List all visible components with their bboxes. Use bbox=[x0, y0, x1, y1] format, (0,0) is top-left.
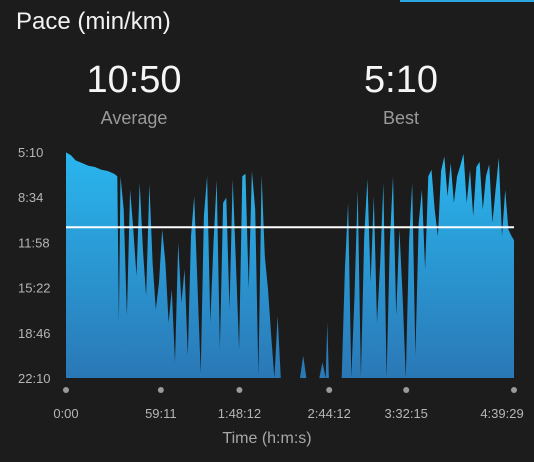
best-value: 5:10 bbox=[364, 59, 438, 101]
average-stat: 10:50 Average bbox=[34, 58, 234, 129]
y-tick-label: 8:34 bbox=[18, 190, 43, 205]
x-axis-title: Time (h:m:s) bbox=[222, 430, 312, 447]
x-tick-label: 1:48:12 bbox=[218, 406, 261, 421]
x-axis-ticks: 0:00 59:11 1:48:12 2:44:12 3:32:15 4:39:29 bbox=[53, 387, 524, 421]
x-tick-label: 2:44:12 bbox=[308, 406, 351, 421]
y-tick-label: 5:10 bbox=[18, 145, 43, 160]
y-tick-label: 22:10 bbox=[18, 371, 51, 386]
x-tick-label: 59:11 bbox=[145, 406, 177, 421]
chart-title: Pace (min/km) bbox=[16, 8, 171, 35]
y-tick-label: 18:46 bbox=[18, 326, 51, 341]
x-tick-label: 4:39:29 bbox=[480, 406, 523, 421]
top-accent-bar bbox=[400, 0, 534, 2]
x-tick-dot bbox=[63, 387, 69, 393]
x-tick-label: 3:32:15 bbox=[385, 406, 428, 421]
y-axis-ticks: 5:10 8:34 11:58 15:22 18:46 22:10 bbox=[18, 145, 51, 386]
average-label: Average bbox=[100, 108, 168, 128]
x-tick-label: 0:00 bbox=[53, 406, 78, 421]
y-tick-label: 11:58 bbox=[18, 235, 50, 250]
best-stat: 5:10 Best bbox=[301, 58, 501, 129]
x-tick-dot bbox=[157, 387, 164, 393]
pace-area-series bbox=[66, 152, 514, 378]
x-tick-dot bbox=[236, 387, 243, 393]
y-tick-label: 15:22 bbox=[18, 281, 51, 296]
x-tick-dot bbox=[403, 387, 410, 393]
average-value: 10:50 bbox=[86, 59, 182, 101]
x-tick-dot bbox=[326, 387, 333, 393]
x-tick-dot bbox=[511, 387, 517, 393]
best-label: Best bbox=[382, 108, 420, 128]
